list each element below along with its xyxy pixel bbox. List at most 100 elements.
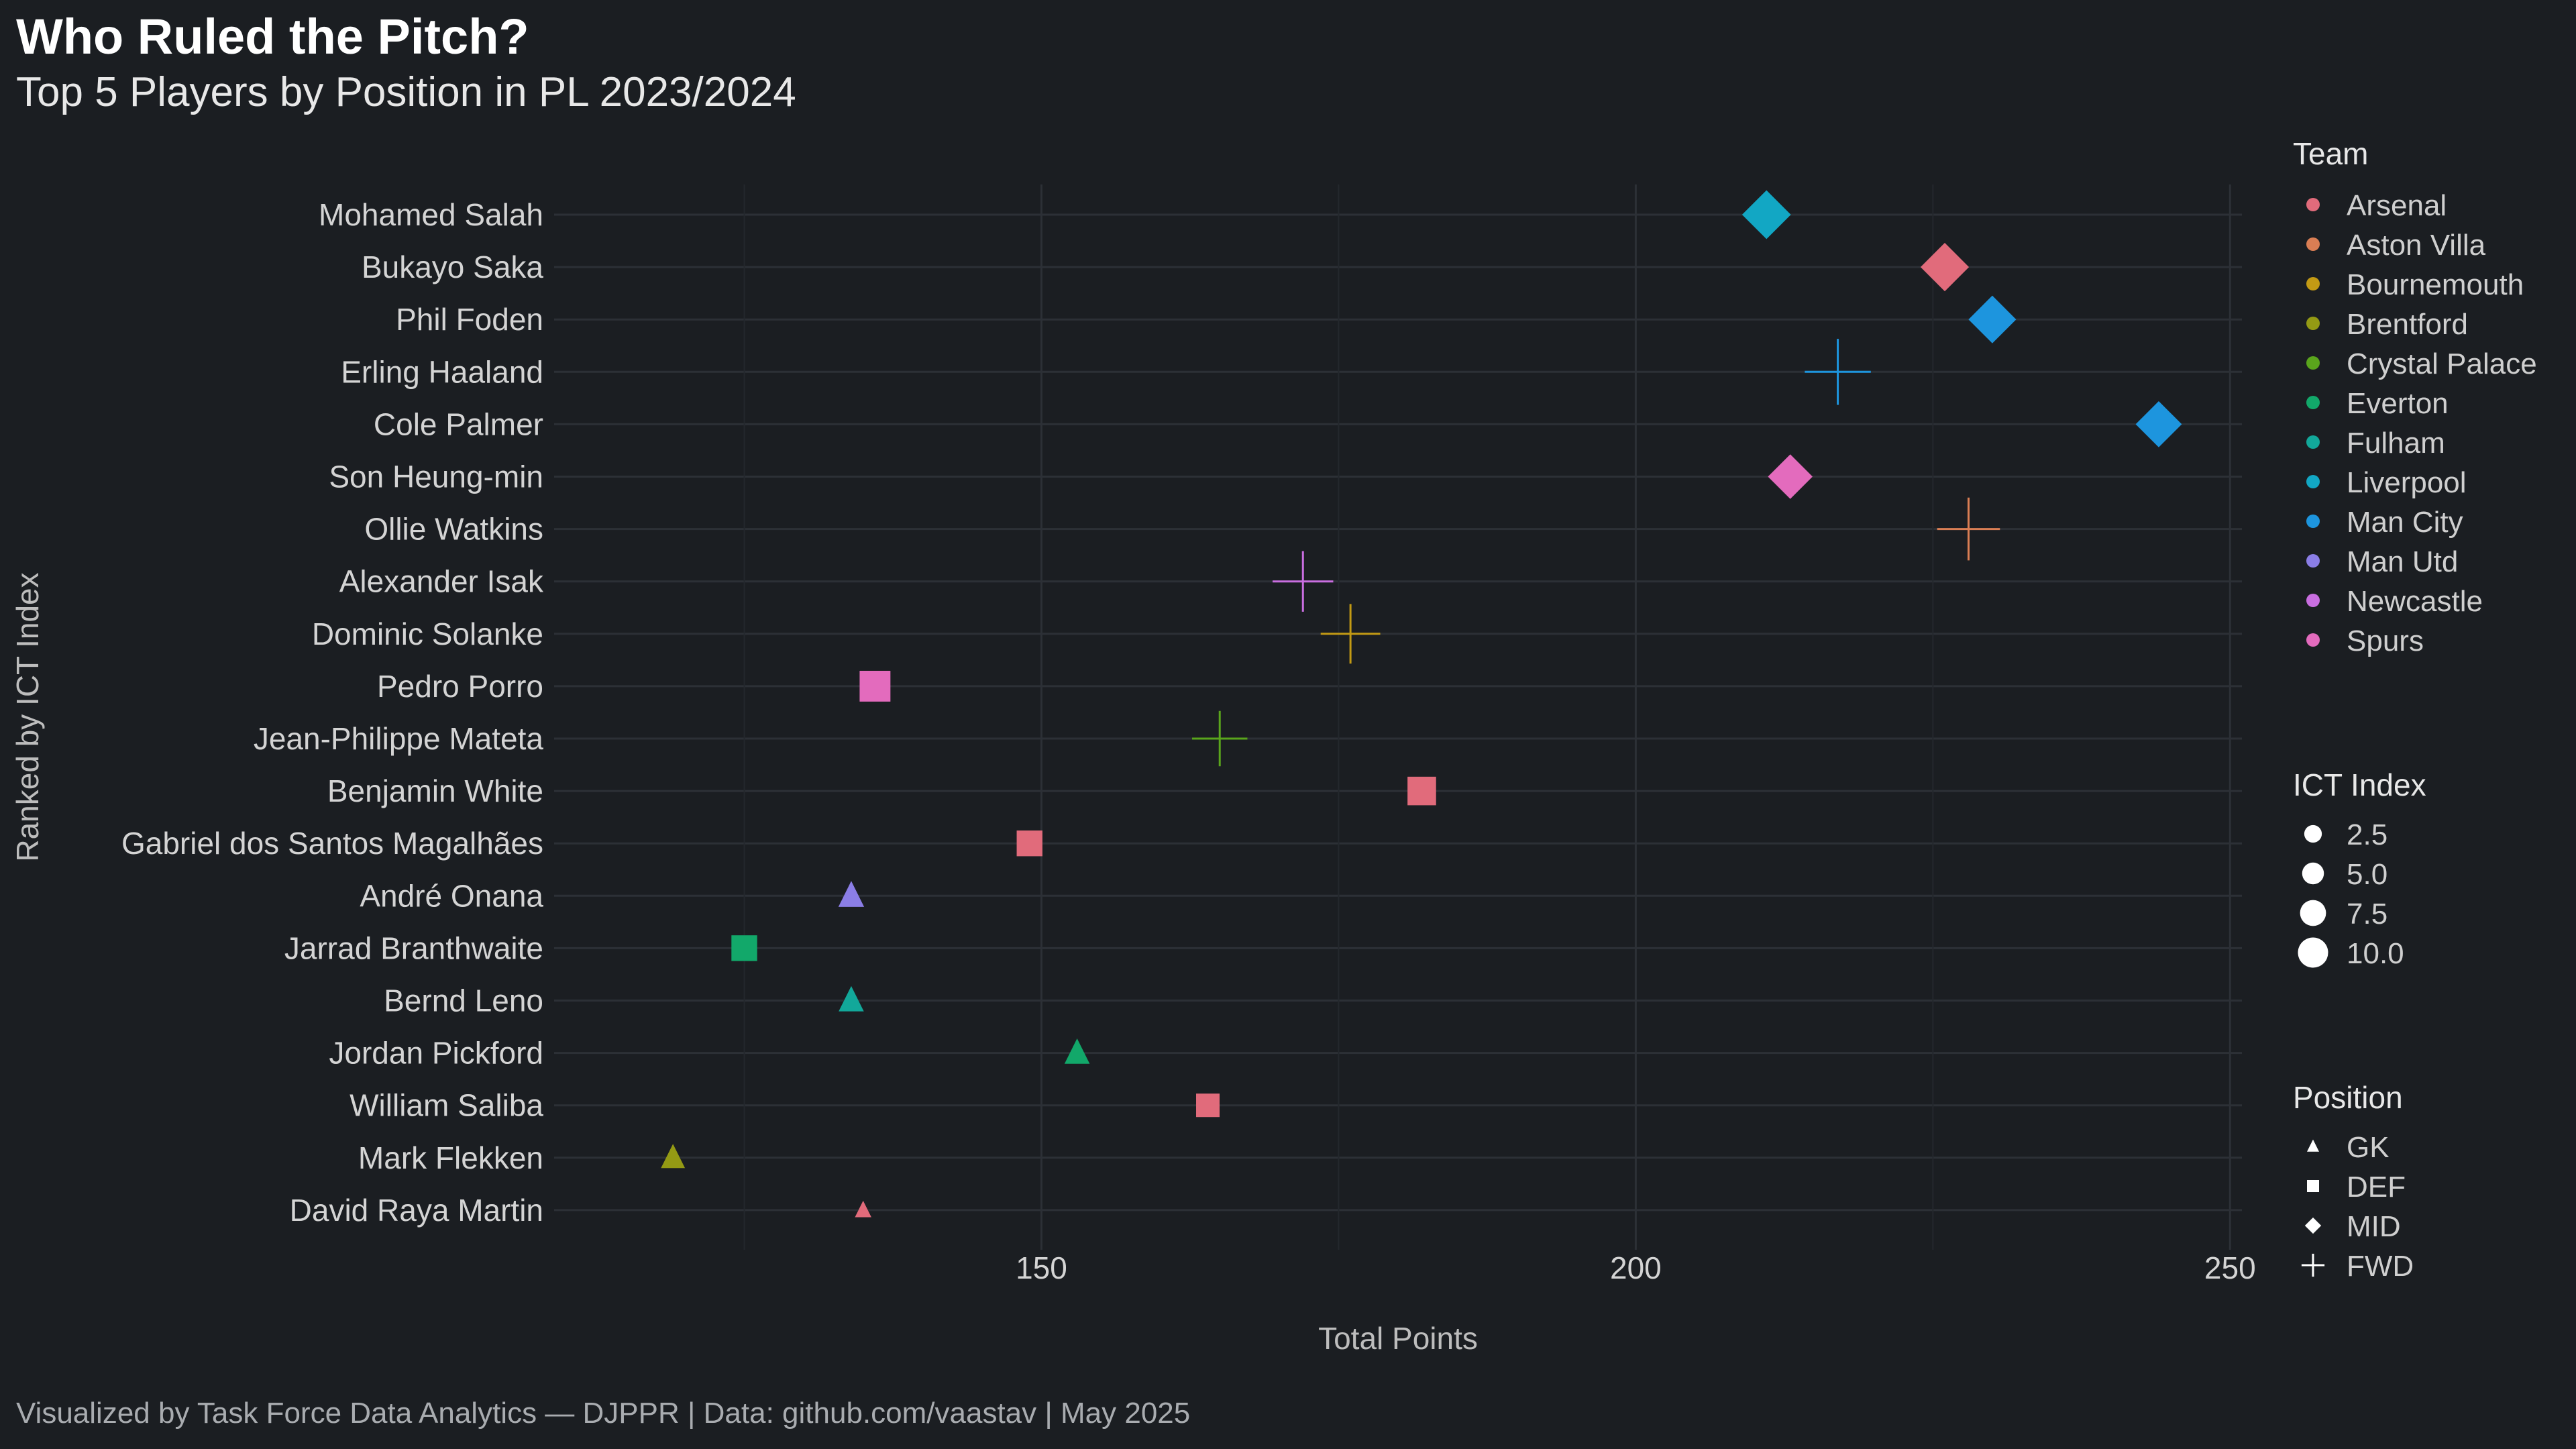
- team-legend-key: [2306, 554, 2320, 568]
- data-point: [839, 985, 864, 1012]
- ict-legend-label: 2.5: [2347, 818, 2387, 851]
- x-tick-label: 250: [2204, 1250, 2256, 1285]
- position-legend-key: [2301, 1253, 2325, 1277]
- x-tick-label: 200: [1610, 1250, 1662, 1285]
- data-point: [859, 670, 891, 702]
- team-legend: Team Arsenal Aston Villa Bournemouth Brentf…: [2293, 136, 2537, 657]
- team-legend-key: [2306, 515, 2320, 528]
- data-point: [1064, 1038, 1090, 1064]
- team-legend-key: [2306, 633, 2320, 647]
- position-legend-label: GK: [2347, 1131, 2390, 1164]
- team-legend-key: [2306, 435, 2320, 449]
- team-legend-label: Fulham: [2347, 427, 2445, 460]
- y-tick-label: Bernd Leno: [384, 983, 543, 1018]
- team-legend-label: Everton: [2347, 387, 2449, 420]
- data-point: [1968, 295, 2017, 343]
- data-point: [1016, 830, 1042, 857]
- y-tick-label: Ollie Watkins: [364, 512, 543, 547]
- x-tick-label: 150: [1016, 1250, 1067, 1285]
- data-point: [661, 1144, 686, 1169]
- data-point: [2135, 401, 2182, 447]
- y-tick-label: Jordan Pickford: [329, 1036, 543, 1071]
- data-point: [1191, 710, 1248, 767]
- team-legend-label: Aston Villa: [2347, 229, 2486, 262]
- position-legend: Position GK DEF MID FWD: [2293, 1080, 2414, 1283]
- ict-legend-label: 10.0: [2347, 937, 2404, 970]
- data-point: [838, 881, 865, 907]
- y-tick-label: Mohamed Salah: [319, 197, 543, 232]
- chart-title: Who Ruled the Pitch?: [16, 9, 529, 64]
- position-legend-key: [2304, 1217, 2322, 1234]
- y-tick-label: William Saliba: [350, 1088, 543, 1123]
- chart-subtitle: Top 5 Players by Position in PL 2023/202…: [16, 69, 796, 115]
- y-tick-label: Son Heung-min: [329, 460, 543, 494]
- ict-legend-key: [2304, 824, 2322, 843]
- position-legend-key: [2307, 1139, 2319, 1152]
- team-legend-label: Crystal Palace: [2347, 347, 2537, 380]
- data-point: [1741, 190, 1791, 239]
- team-legend-key: [2306, 198, 2320, 211]
- ict-legend: ICT Index 2.5 5.0 7.5 10.0: [2293, 767, 2426, 970]
- team-legend-key: [2306, 317, 2320, 330]
- y-tick-label: Dominic Solanke: [312, 616, 543, 651]
- team-legend-title: Team: [2293, 136, 2368, 171]
- ict-legend-key: [2300, 900, 2326, 926]
- ict-legend-label: 7.5: [2347, 898, 2387, 930]
- y-tick-label: Jean-Philippe Mateta: [254, 721, 544, 756]
- ict-legend-key: [2302, 862, 2324, 885]
- team-legend-label: Liverpool: [2347, 466, 2467, 499]
- team-legend-key: [2306, 396, 2320, 409]
- x-axis-labels: 150 200 250: [1016, 1250, 2256, 1285]
- data-point: [1805, 339, 1871, 405]
- y-tick-label: David Raya Martin: [290, 1193, 543, 1228]
- position-legend-label: FWD: [2347, 1250, 2414, 1283]
- ict-legend-key: [2298, 937, 2328, 968]
- ict-legend-label: 5.0: [2347, 858, 2387, 891]
- team-legend-label: Arsenal: [2347, 189, 2447, 222]
- y-axis-title: Ranked by ICT Index: [10, 572, 45, 861]
- team-legend-label: Brentford: [2347, 308, 2468, 341]
- y-tick-label: Cole Palmer: [374, 407, 543, 441]
- y-tick-label: Alexander Isak: [339, 564, 544, 599]
- data-point: [1937, 497, 2000, 561]
- data-point: [731, 935, 757, 961]
- plot-grid: [554, 184, 2242, 1250]
- y-tick-label: André Onana: [360, 878, 543, 913]
- data-points: [661, 190, 2182, 1218]
- y-tick-label: Phil Foden: [396, 302, 543, 337]
- team-legend-key: [2306, 237, 2320, 251]
- y-tick-label: Mark Flekken: [358, 1140, 543, 1175]
- position-legend-title: Position: [2293, 1080, 2403, 1115]
- team-legend-label: Man Utd: [2347, 545, 2458, 578]
- y-tick-label: Benjamin White: [327, 773, 543, 808]
- data-point: [1196, 1093, 1220, 1118]
- team-legend-label: Newcastle: [2347, 585, 2483, 618]
- data-point: [1273, 551, 1334, 612]
- chart-caption: Visualized by Task Force Data Analytics …: [16, 1397, 1191, 1430]
- x-axis-title: Total Points: [1318, 1321, 1478, 1356]
- data-point: [1768, 454, 1813, 499]
- data-point: [1320, 604, 1381, 664]
- y-axis-labels: Mohamed Salah Bukayo Saka Phil Foden Erling…: [121, 197, 544, 1228]
- position-legend-label: DEF: [2347, 1171, 2406, 1203]
- team-legend-label: Man City: [2347, 506, 2463, 539]
- data-point: [1407, 776, 1436, 806]
- position-legend-label: MID: [2347, 1210, 2401, 1243]
- y-tick-label: Jarrad Branthwaite: [284, 930, 543, 965]
- team-legend-key: [2306, 356, 2320, 370]
- y-tick-label: Gabriel dos Santos Magalhães: [121, 826, 543, 861]
- team-legend-key: [2306, 277, 2320, 290]
- team-legend-key: [2306, 594, 2320, 607]
- ict-legend-title: ICT Index: [2293, 767, 2426, 802]
- team-legend-label: Bournemouth: [2347, 268, 2524, 301]
- data-point: [1920, 243, 1970, 292]
- team-legend-label: Spurs: [2347, 625, 2424, 657]
- data-point: [855, 1200, 871, 1218]
- position-legend-key: [2307, 1180, 2319, 1192]
- y-tick-label: Erling Haaland: [341, 354, 543, 389]
- y-tick-label: Pedro Porro: [377, 669, 543, 704]
- y-tick-label: Bukayo Saka: [362, 250, 543, 284]
- team-legend-key: [2306, 475, 2320, 488]
